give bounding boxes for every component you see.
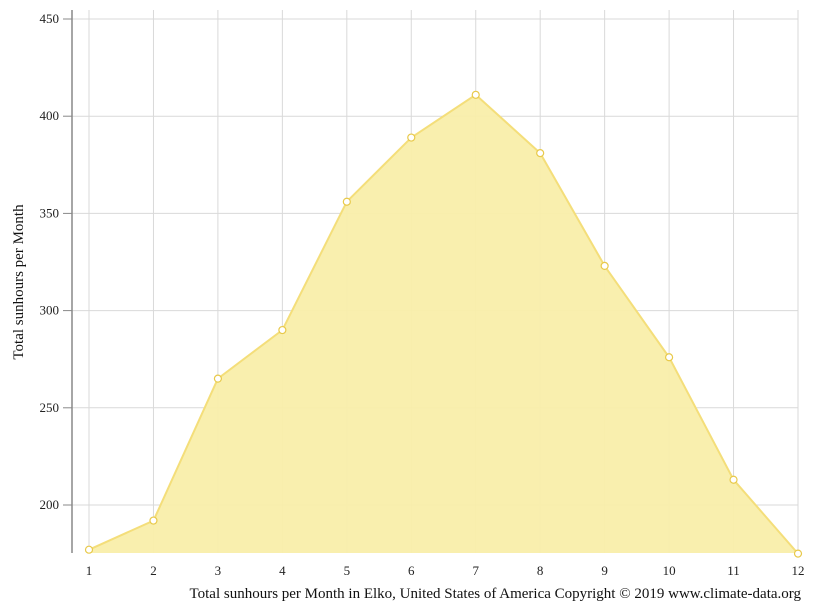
y-tick-label: 300 [40, 303, 60, 318]
x-tick-label: 11 [727, 563, 740, 578]
x-tick-label: 4 [279, 563, 286, 578]
sunhours-series-line [88, 93, 799, 555]
y-axis-ticks: 200 250 300 350 400 450 [40, 11, 72, 512]
x-tick-label: 2 [150, 563, 157, 578]
data-point [149, 516, 158, 525]
x-axis-ticks: 1 2 3 4 5 6 7 8 9 10 11 12 [86, 563, 805, 578]
data-point [729, 475, 738, 484]
data-point [600, 261, 609, 270]
data-point [536, 149, 545, 158]
y-tick-label: 200 [40, 497, 60, 512]
x-tick-label: 8 [537, 563, 544, 578]
data-point [213, 374, 223, 383]
y-tick-label: 250 [40, 400, 60, 415]
y-tick-label: 350 [40, 205, 60, 220]
x-tick-label: 10 [663, 563, 676, 578]
x-tick-label: 9 [601, 563, 608, 578]
data-point [342, 197, 351, 206]
data-points [84, 90, 803, 558]
x-tick-label: 12 [792, 563, 805, 578]
data-point [664, 353, 674, 362]
sunhours-area-fill [89, 94, 798, 554]
data-point [278, 325, 287, 335]
y-axis-title: Total sunhours per Month [11, 204, 27, 360]
data-point [471, 90, 480, 99]
x-tick-label: 3 [215, 563, 222, 578]
x-tick-label: 7 [472, 563, 479, 578]
data-point [793, 549, 803, 558]
x-tick-label: 6 [408, 563, 415, 578]
x-tick-label: 5 [344, 563, 351, 578]
y-tick-label: 450 [40, 11, 60, 26]
x-tick-label: 1 [86, 563, 93, 578]
y-tick-label: 400 [40, 108, 60, 123]
data-point [407, 133, 416, 142]
x-axis-caption: Total sunhours per Month in Elko, United… [190, 586, 802, 602]
data-point [84, 545, 94, 554]
